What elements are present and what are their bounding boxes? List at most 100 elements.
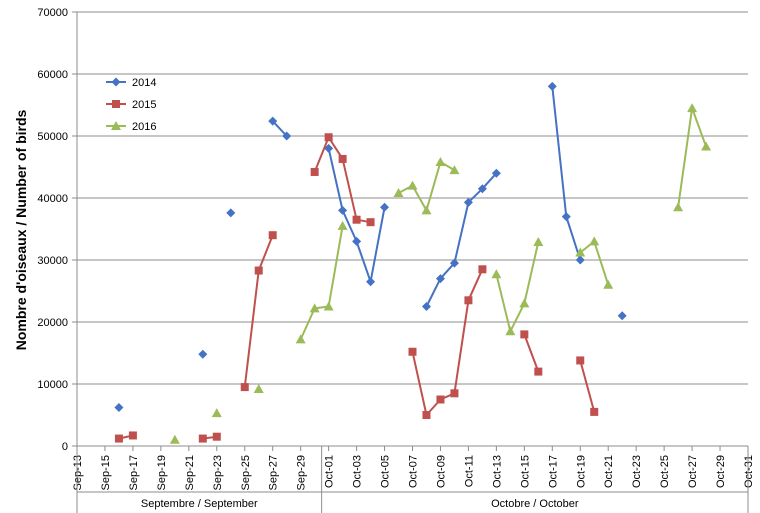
series-line-segment: [271, 120, 288, 137]
x-tick-label: Oct-03: [352, 455, 364, 488]
series-line-segment: [327, 148, 344, 211]
data-point: [673, 202, 684, 212]
series-2014: [114, 81, 627, 413]
data-point: [687, 103, 698, 113]
x-tick-label: Oct-19: [575, 455, 587, 488]
data-point: [575, 255, 585, 265]
x-tick-label: Oct-27: [687, 455, 699, 488]
series-line-segment: [369, 207, 386, 282]
data-point: [380, 202, 390, 212]
legend-label: 2014: [132, 77, 156, 89]
data-point: [253, 383, 264, 393]
series-line-segment: [425, 161, 442, 211]
data-point: [491, 168, 501, 178]
x-tick-label: Oct-01: [324, 455, 336, 488]
data-point: [393, 188, 404, 198]
data-point: [520, 330, 529, 339]
series-line-segment: [243, 270, 260, 388]
y-tick-label: 70000: [37, 7, 68, 19]
series-line-segment: [313, 136, 330, 173]
data-point: [701, 141, 712, 151]
series-line-segment: [425, 278, 442, 307]
data-point: [128, 431, 137, 440]
x-tick-label: Sep-29: [296, 455, 308, 490]
data-point: [449, 258, 459, 268]
data-point: [450, 389, 459, 398]
data-point: [282, 131, 292, 141]
series-line-segment: [467, 268, 484, 301]
data-point: [478, 265, 487, 274]
data-point: [603, 279, 614, 289]
data-point: [338, 205, 348, 215]
series-line-segment: [439, 262, 456, 280]
data-point: [366, 218, 375, 227]
series-line-segment: [481, 172, 498, 190]
data-point: [337, 220, 348, 230]
data-point: [464, 296, 473, 305]
series-line-segment: [467, 187, 484, 204]
x-tick-label: Sep-17: [128, 455, 140, 490]
x-tick-label: Oct-31: [743, 455, 755, 488]
data-point: [226, 208, 236, 218]
series-line-segment: [341, 158, 358, 220]
series-line-segment: [579, 360, 596, 413]
legend-marker: [111, 121, 121, 130]
x-tick-label: Oct-11: [463, 455, 475, 487]
y-axis-title: Nombre d'oiseaux / Number of birds: [13, 109, 29, 350]
y-tick-label: 50000: [37, 131, 68, 143]
data-point: [212, 432, 221, 441]
series-line-segment: [551, 86, 568, 217]
month-group-label: Octobre / October: [491, 498, 579, 510]
data-point: [198, 349, 208, 359]
data-point: [617, 311, 627, 321]
data-point: [589, 236, 600, 246]
y-tick-label: 60000: [37, 69, 68, 81]
series-line-segment: [523, 334, 540, 372]
month-group-label: Septembre / September: [141, 498, 258, 510]
data-point: [491, 269, 502, 279]
data-point: [352, 236, 362, 246]
data-point: [211, 408, 222, 418]
data-point: [338, 154, 347, 163]
series-line-segment: [523, 241, 540, 304]
legend-label: 2015: [132, 99, 156, 111]
data-point: [421, 205, 432, 215]
series-line-segment: [411, 185, 428, 211]
legend-marker: [111, 77, 121, 87]
x-tick-label: Sep-21: [184, 455, 196, 490]
data-point: [435, 157, 446, 167]
x-tick-label: Oct-09: [435, 455, 447, 488]
y-tick-label: 10000: [37, 379, 68, 391]
data-point: [240, 383, 249, 392]
data-point: [463, 197, 473, 207]
x-tick-label: Oct-05: [380, 455, 392, 488]
data-point: [590, 407, 599, 416]
data-point: [254, 266, 263, 275]
legend-label: 2016: [132, 121, 156, 133]
x-tick-label: Oct-07: [408, 455, 420, 488]
series-line-segment: [257, 234, 274, 271]
axes: 0 10000 20000 30000 40000 50000 60000 70000 Sep-…: [37, 7, 755, 513]
data-point: [436, 395, 445, 404]
series-line-segment: [593, 241, 610, 286]
series-line-segment: [453, 202, 470, 264]
data-point: [533, 237, 544, 247]
data-point: [295, 334, 306, 344]
x-tick-label: Oct-25: [659, 455, 671, 488]
data-point: [324, 143, 334, 153]
data-point: [505, 326, 516, 336]
data-point: [268, 116, 278, 126]
series-line-segment: [327, 225, 344, 307]
x-tick-label: Sep-15: [100, 455, 112, 490]
data-point: [422, 411, 431, 419]
x-tick-label: Oct-15: [519, 455, 531, 488]
y-tick-label: 20000: [37, 317, 68, 329]
data-point: [310, 167, 319, 176]
x-tick-label: Oct-29: [715, 455, 727, 488]
series-line-segment: [355, 241, 372, 283]
y-tick-label: 40000: [37, 193, 68, 205]
x-tick-label: Oct-23: [631, 455, 643, 488]
